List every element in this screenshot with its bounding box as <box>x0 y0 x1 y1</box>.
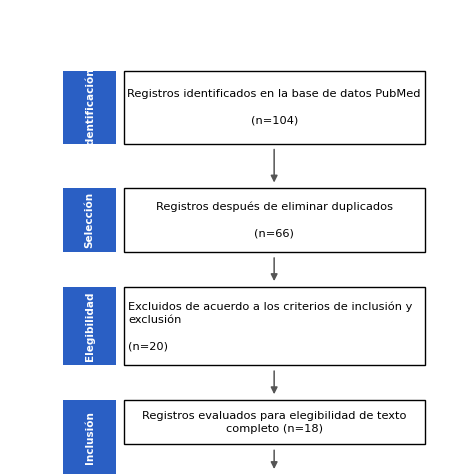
Bar <box>63 71 116 144</box>
Text: Registros después de eliminar duplicados

(n=66): Registros después de eliminar duplicados… <box>155 202 392 238</box>
Bar <box>124 400 425 445</box>
Text: Excluidos de acuerdo a los criterios de inclusión y
exclusión

(n=20): Excluidos de acuerdo a los criterios de … <box>128 301 412 351</box>
Bar <box>124 71 425 144</box>
Bar <box>63 188 116 252</box>
Text: Identificación: Identificación <box>84 67 94 147</box>
Text: Inclusión: Inclusión <box>84 411 94 464</box>
Text: Selección: Selección <box>84 192 94 248</box>
Bar <box>124 287 425 365</box>
Bar <box>63 287 116 365</box>
Text: Registros identificados en la base de datos PubMed

(n=104): Registros identificados en la base de da… <box>128 89 421 126</box>
Bar <box>63 400 116 474</box>
Text: Registros evaluados para elegibilidad de texto
completo (n=18): Registros evaluados para elegibilidad de… <box>142 410 406 434</box>
Text: Elegibilidad: Elegibilidad <box>84 292 94 361</box>
Bar <box>124 188 425 252</box>
